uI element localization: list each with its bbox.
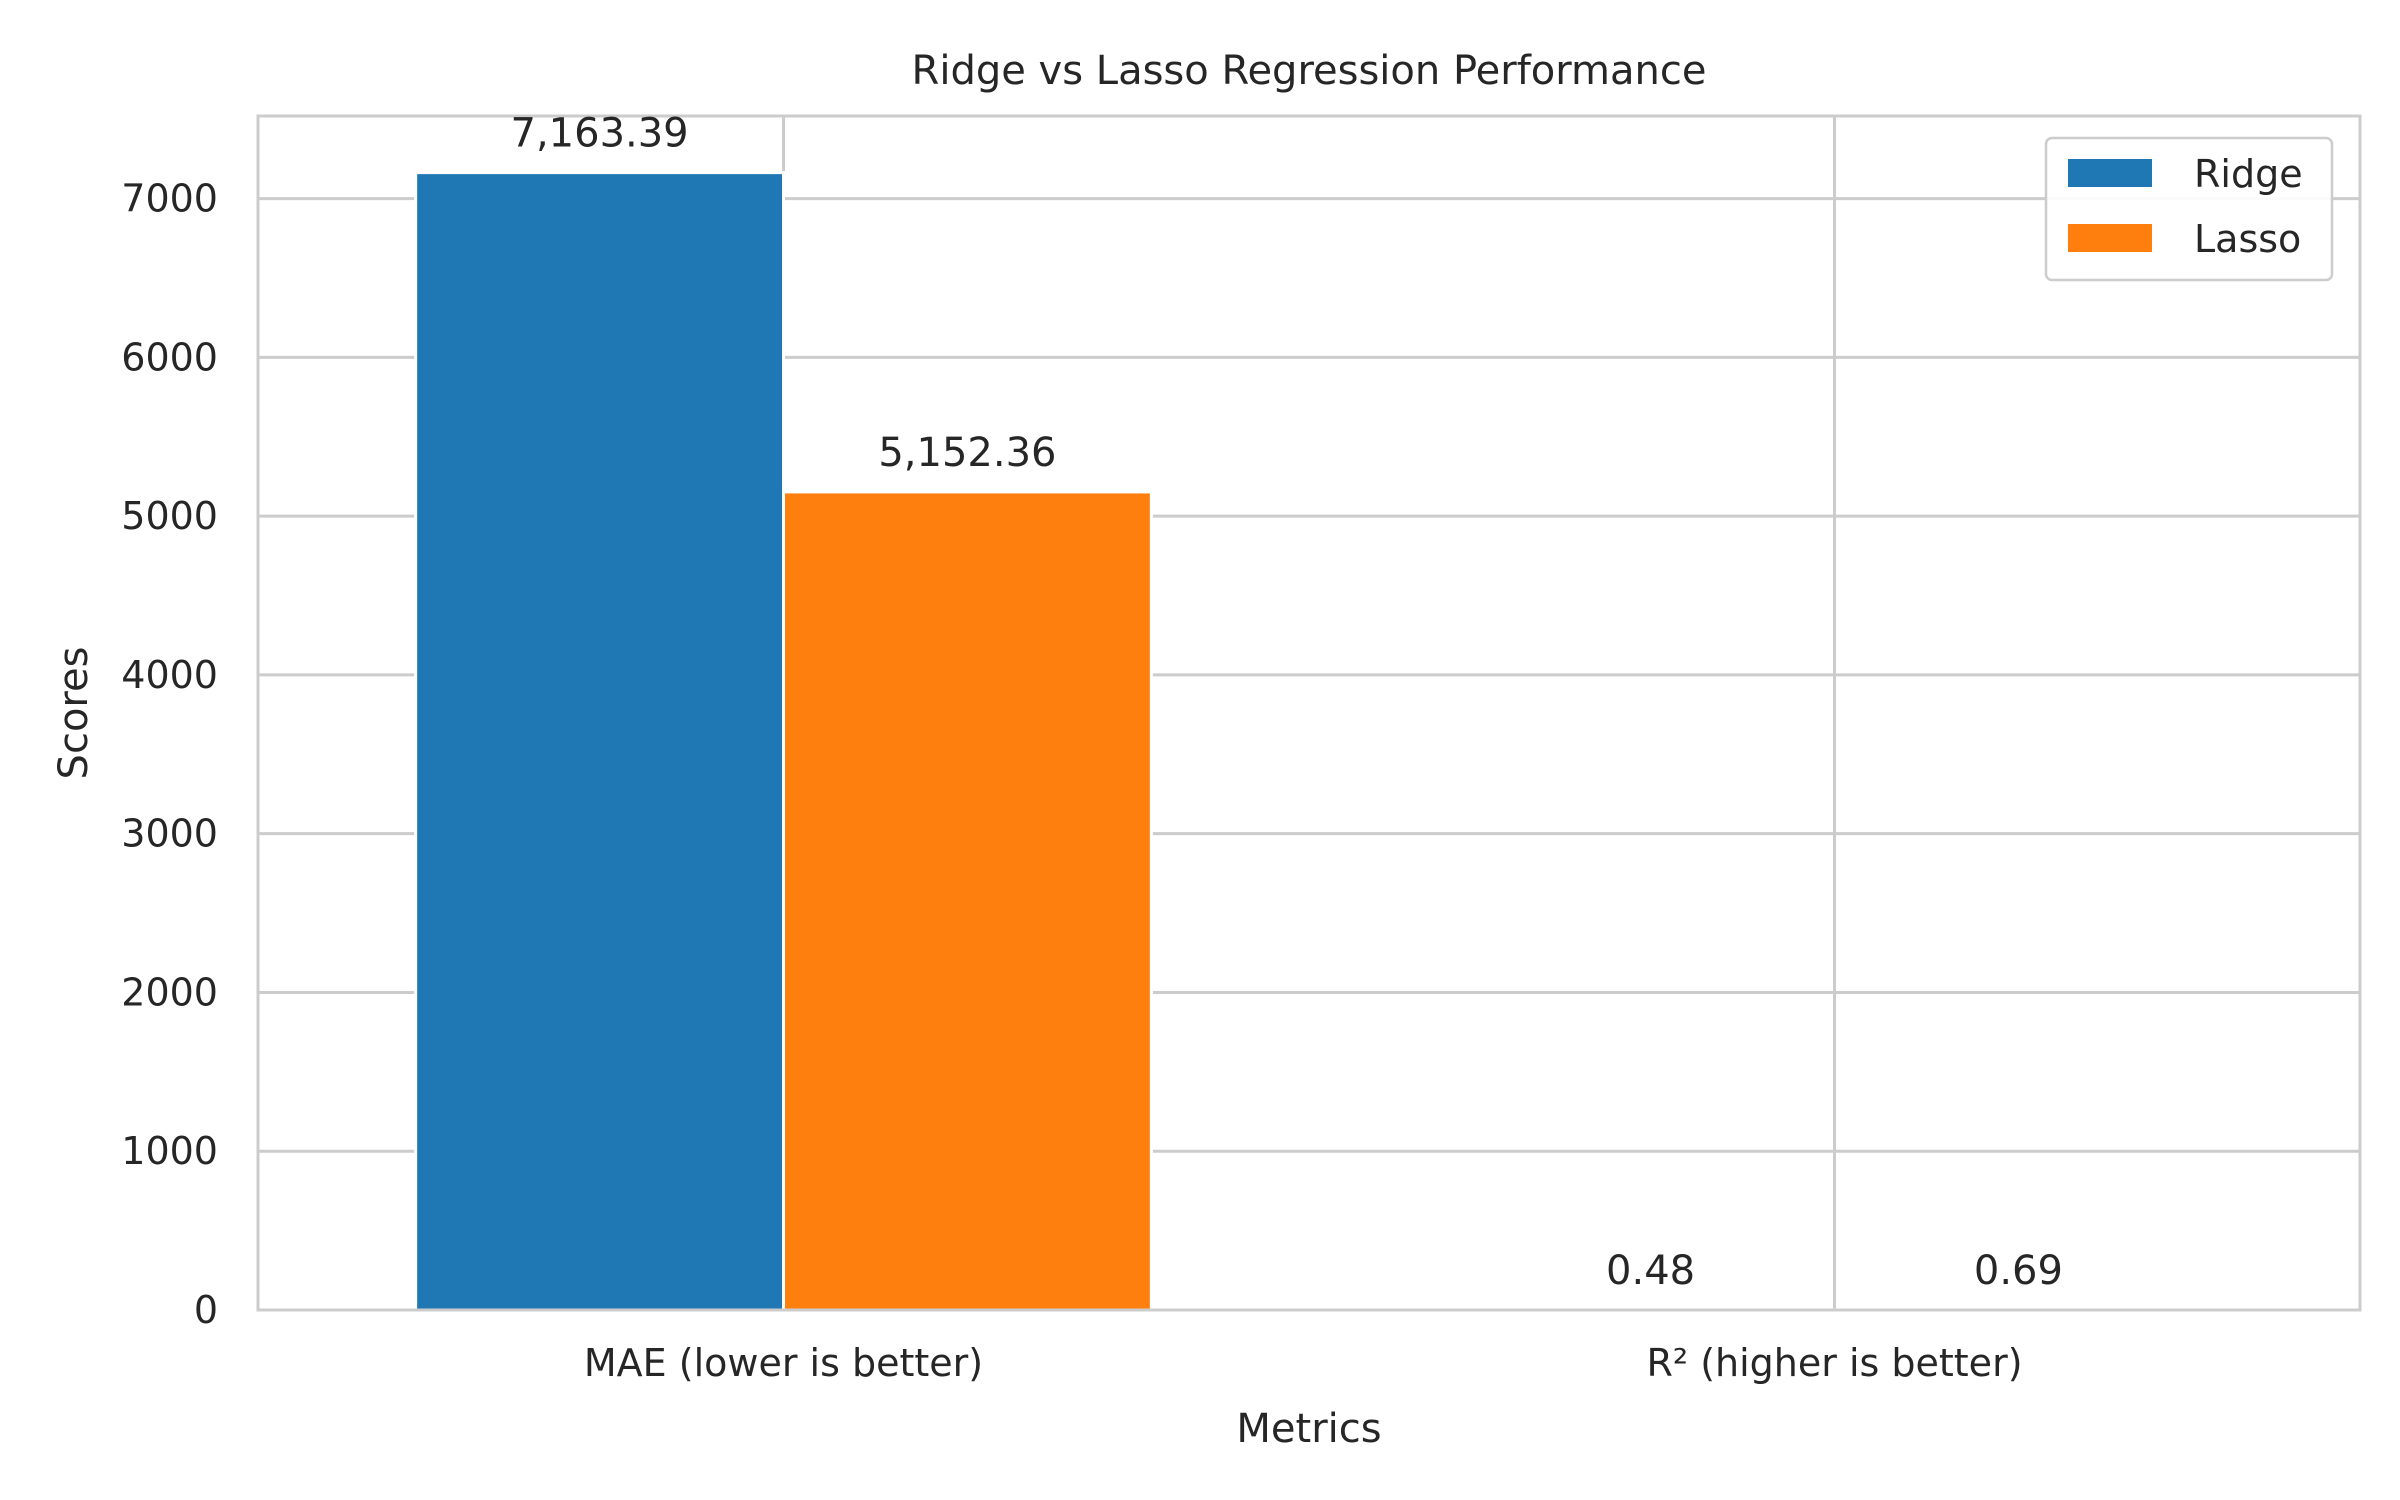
bar-lasso-0 [782,490,1153,1312]
y-tick-label: 6000 [121,335,218,379]
y-tick-labels: 0 1000 2000 3000 4000 5000 6000 7000 [121,177,218,1332]
x-axis-label: Metrics [1236,1406,1381,1452]
legend: Ridge Lasso [2044,136,2334,282]
bar-value-label: 0.48 [1606,1248,1695,1294]
bar-value-labels: 7,163.39 0.48 5,152.36 0.69 [511,111,2063,1294]
bar-ridge-0 [414,171,785,1312]
x-tick-labels: MAE (lower is better) R² (higher is bette… [584,1341,2023,1385]
legend-label-ridge: Ridge [2194,152,2303,196]
y-tick-label: 1000 [121,1129,218,1173]
plot-frame [256,114,2362,1312]
chart-title: Ridge vs Lasso Regression Performance [912,48,1707,94]
bars [414,171,2204,1312]
bar-value-label: 0.69 [1974,1248,2063,1294]
x-tick-label: MAE (lower is better) [584,1341,983,1385]
y-tick-label: 7000 [121,177,218,221]
y-tick-label: 2000 [121,970,218,1014]
legend-label-lasso: Lasso [2194,217,2301,261]
y-tick-label: 4000 [121,653,218,697]
y-tick-label: 0 [194,1288,218,1332]
x-tick-label: R² (higher is better) [1646,1341,2022,1385]
bar-value-label: 7,163.39 [511,111,689,157]
legend-swatch-lasso [2068,224,2152,252]
y-axis-label: Scores [51,647,97,780]
y-tick-label: 3000 [121,812,218,856]
legend-swatch-ridge [2068,159,2152,187]
bar-value-label: 5,152.36 [878,430,1056,476]
y-tick-label: 5000 [121,494,218,538]
